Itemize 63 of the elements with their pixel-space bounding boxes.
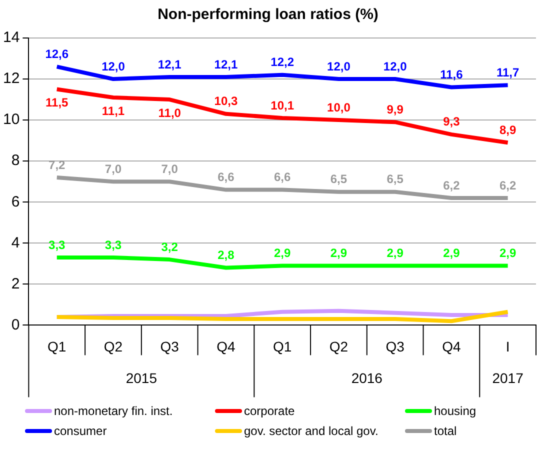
data-label: 10,3 (214, 94, 238, 108)
data-label: 6,6 (218, 170, 235, 184)
data-label: 12,0 (327, 59, 351, 74)
data-label: 3,3 (104, 238, 122, 252)
data-label: 2,9 (330, 246, 348, 260)
data-label: 3,3 (48, 238, 66, 252)
data-label: 12,0 (102, 59, 126, 74)
data-label: 12,6 (45, 47, 69, 62)
data-label: 7,0 (161, 162, 178, 176)
data-label: 8,9 (499, 122, 516, 137)
data-label: 12,0 (383, 59, 408, 74)
data-label: 6,6 (274, 170, 292, 184)
y-tick-label: 6 (11, 193, 20, 210)
data-label: 11,1 (102, 104, 125, 118)
y-tick-label: 8 (11, 152, 20, 170)
y-tick-label: 10 (2, 111, 20, 128)
legend-label: total (434, 424, 457, 438)
legend-label: gov. sector and local gov. (244, 424, 378, 438)
data-label: 2,9 (386, 246, 404, 260)
data-label: 11,7 (496, 65, 520, 80)
y-tick-label: 14 (2, 29, 20, 46)
x-tick-label: Q2 (329, 338, 348, 354)
text: 2017 (492, 370, 524, 386)
data-label: 6,5 (330, 172, 348, 186)
data-label: 7,0 (104, 162, 122, 176)
legend-label: housing (434, 404, 476, 418)
legend-label: non-monetary fin. inst. (54, 404, 173, 418)
x-tick-label: Q3 (386, 338, 405, 354)
x-tick-label: Q1 (48, 338, 66, 354)
data-label: 11,5 (46, 96, 69, 110)
data-label: 12,2 (270, 55, 294, 70)
data-label: 12,1 (214, 57, 238, 72)
data-label: 2,9 (443, 246, 460, 260)
y-tick-label: 12 (2, 70, 20, 88)
data-label: 12,1 (158, 57, 182, 72)
text: 2016 (351, 370, 383, 386)
data-label: 11,6 (440, 68, 464, 82)
data-label: 2,9 (499, 246, 516, 260)
text: 2015 (126, 370, 158, 386)
y-tick-label: 4 (11, 234, 20, 252)
legend-label: consumer (54, 424, 107, 438)
data-label: 10,0 (327, 100, 351, 114)
data-label: 7,2 (48, 158, 66, 172)
data-label: 6,2 (499, 178, 516, 192)
data-label: 2,9 (274, 246, 292, 260)
data-label: 6,5 (386, 172, 404, 186)
y-tick-label: 2 (11, 275, 20, 292)
x-tick-label: Q1 (273, 338, 292, 354)
x-tick-label: I (506, 338, 510, 354)
x-tick-label: Q3 (160, 338, 180, 354)
x-tick-label: Q4 (442, 338, 461, 354)
data-label: 10,1 (270, 98, 294, 112)
data-label: 11,0 (158, 106, 182, 120)
y-tick-label: 0 (11, 316, 20, 334)
x-tick-label: Q2 (104, 338, 123, 354)
data-label: 6,2 (443, 178, 460, 192)
x-tick-label: Q4 (216, 338, 236, 354)
data-label: 9,3 (443, 114, 460, 129)
chart-title: Non-performing loan ratios (%) (158, 6, 378, 24)
data-label: 3,2 (161, 240, 178, 254)
data-label: 9,9 (386, 102, 404, 116)
data-label: 2,8 (218, 248, 235, 262)
legend-label: corporate (244, 404, 295, 418)
